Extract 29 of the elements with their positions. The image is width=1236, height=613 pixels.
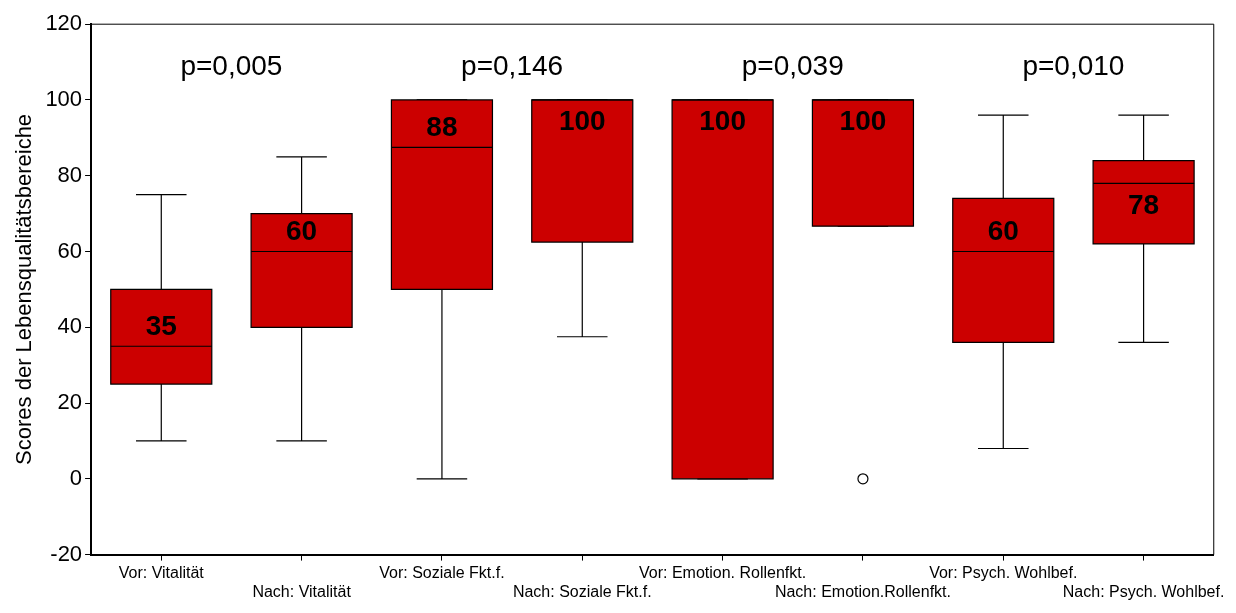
y-tick-label: 40	[57, 313, 83, 339]
annotation: p=0,010	[1022, 50, 1125, 82]
x-tick-label: Vor: Soziale Fkt.f.	[379, 563, 505, 581]
y-axis-title: Scores der Lebensqualitätsbereiche	[11, 113, 37, 465]
text: 100	[558, 105, 606, 137]
annotation: p=0,039	[741, 50, 844, 82]
annotation: p=0,005	[180, 50, 283, 82]
y-tick-label: -20	[50, 540, 83, 566]
y-tick-label: 100	[45, 86, 83, 112]
annotation: p=0,146	[461, 50, 564, 82]
x-tick-label: Nach: Emotion.Rollenfkt.	[774, 582, 951, 600]
y-tick-label: 80	[57, 161, 83, 187]
y-tick-label: 0	[69, 464, 83, 490]
x-tick-label: Vor: Emotion. Rollenfkt.	[639, 563, 807, 581]
y-tick-label: 60	[57, 237, 83, 263]
text: 100	[839, 105, 887, 137]
x-tick-label: Nach: Vitalität	[252, 582, 352, 600]
text: 35	[145, 310, 177, 341]
text: 60	[286, 215, 318, 247]
x-tick-label: Vor: Vitalität	[118, 563, 205, 581]
y-tick-label: 120	[45, 10, 83, 36]
x-tick-label: Vor: Psych. Wohlbef.	[929, 563, 1078, 581]
x-tick-label: Nach: Soziale Fkt.f.	[512, 582, 652, 600]
x-tick-label: Nach: Psych. Wohlbef.	[1062, 582, 1225, 600]
text: 88	[426, 111, 458, 143]
text: 100	[699, 105, 746, 137]
y-tick-label: 20	[57, 389, 83, 415]
text: 78	[1128, 188, 1160, 220]
text: 60	[987, 215, 1019, 247]
